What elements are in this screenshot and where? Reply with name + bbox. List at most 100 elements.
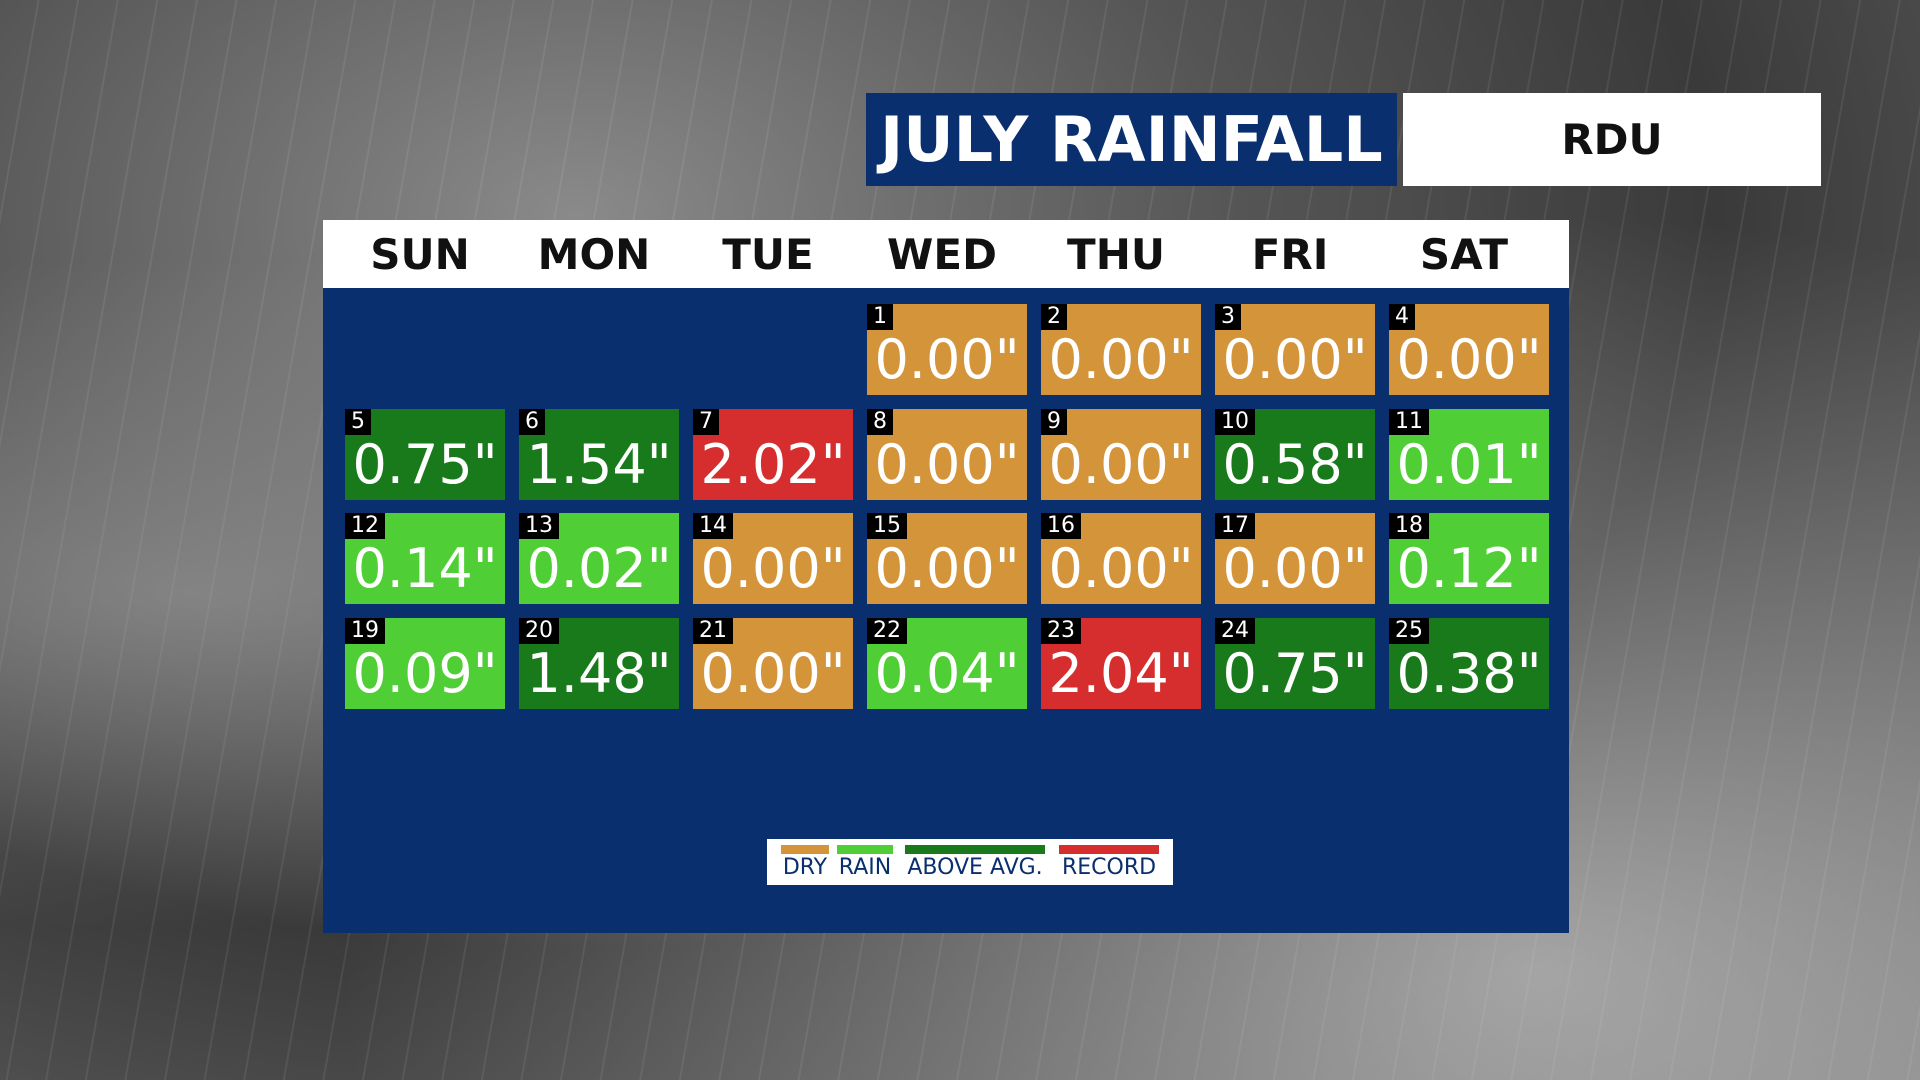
legend-label: RAIN: [838, 855, 892, 880]
rainfall-value: 0.00": [1048, 432, 1194, 496]
day-number: 15: [867, 513, 907, 540]
rainfall-value: 0.00": [1048, 328, 1194, 391]
day-cell: 2 0.00": [1041, 304, 1201, 395]
rainfall-value: 1.48": [526, 642, 672, 706]
legend-label: RECORD: [1061, 855, 1157, 880]
legend-swatch: [905, 845, 1045, 854]
day-number: 19: [345, 618, 385, 645]
day-cell: 13 0.02": [519, 513, 679, 605]
weekday: MON: [537, 229, 651, 279]
day-number: 9: [1041, 408, 1067, 435]
day-cell: 10 0.58": [1215, 408, 1375, 500]
day-number: 23: [1041, 618, 1081, 645]
rainfall-value: 0.00": [1396, 328, 1542, 391]
day-cell: 18 0.12": [1389, 513, 1549, 605]
day-cell: 8 0.00": [867, 408, 1027, 500]
legend-swatch: [1059, 845, 1159, 854]
day-cell: 19 0.09": [345, 618, 505, 710]
legend-label: ABOVE AVG.: [907, 855, 1043, 880]
day-cell: 20 1.48": [519, 618, 679, 710]
rainfall-value: 2.04": [1048, 642, 1194, 706]
day-number: 21: [693, 618, 733, 645]
day-number: 5: [345, 408, 371, 435]
legend-swatch: [837, 845, 893, 854]
day-number: 12: [345, 513, 385, 540]
day-number: 4: [1389, 304, 1415, 330]
day-number: 22: [867, 618, 907, 645]
legend-item: DRY: [781, 839, 829, 885]
day-cell: 1 0.00": [867, 304, 1027, 395]
rainfall-value: 0.00": [1222, 537, 1368, 601]
legend-item: RECORD: [1059, 839, 1159, 885]
day-cell: 16 0.00": [1041, 513, 1201, 605]
day-number: 24: [1215, 618, 1255, 645]
weekday: THU: [1067, 229, 1165, 279]
rainfall-value: 0.04": [874, 642, 1020, 706]
day-number: 14: [693, 513, 733, 540]
day-cell: 11 0.01": [1389, 408, 1549, 500]
day-cell: 5 0.75": [345, 408, 505, 500]
rainfall-value: 0.00": [874, 328, 1020, 391]
rainfall-value: 0.02": [526, 537, 672, 601]
legend-item: RAIN: [837, 839, 893, 885]
day-number: 11: [1389, 408, 1429, 435]
rainfall-value: 0.00": [700, 537, 846, 601]
rainfall-value: 1.54": [526, 432, 672, 496]
day-number: 13: [519, 513, 559, 540]
day-cell: 3 0.00": [1215, 304, 1375, 395]
rainfall-value: 0.58": [1222, 432, 1368, 496]
rainfall-value: 0.12": [1396, 537, 1542, 601]
rainfall-value: 0.00": [874, 432, 1020, 496]
rainfall-value: 0.00": [874, 537, 1020, 601]
rainfall-value: 2.02": [700, 432, 846, 496]
day-number: 1: [867, 304, 893, 330]
day-number: 3: [1215, 304, 1241, 330]
rainfall-value: 0.75": [1222, 642, 1368, 706]
legend: DRY RAIN ABOVE AVG. RECORD: [767, 839, 1173, 885]
day-number: 10: [1215, 408, 1255, 435]
day-cell: 9 0.00": [1041, 408, 1201, 500]
weekday: SUN: [370, 229, 470, 279]
day-cell: 15 0.00": [867, 513, 1027, 605]
day-cell: 4 0.00": [1389, 304, 1549, 395]
day-cell: 23 2.04": [1041, 618, 1201, 710]
rainfall-value: 0.38": [1396, 642, 1542, 706]
rainfall-value: 0.00": [1222, 328, 1368, 391]
day-cell: 14 0.00": [693, 513, 853, 605]
weekday: WED: [887, 229, 997, 279]
day-number: 8: [867, 408, 893, 435]
rainfall-value: 0.00": [1048, 537, 1194, 601]
day-number: 6: [519, 408, 545, 435]
day-cell: 6 1.54": [519, 408, 679, 500]
weekday: TUE: [722, 229, 814, 279]
legend-label: DRY: [782, 855, 828, 880]
day-number: 25: [1389, 618, 1429, 645]
calendar: SUN MON TUE WED THU FRI SAT DRY RAIN ABOVE AVG. R…: [323, 220, 1569, 933]
rainfall-value: 0.01": [1396, 432, 1542, 496]
day-number: 18: [1389, 513, 1429, 540]
legend-swatch: [781, 845, 829, 854]
legend-item: ABOVE AVG.: [905, 839, 1045, 885]
rainfall-value: 0.14": [352, 537, 498, 601]
location: RDU: [1403, 93, 1821, 186]
day-cell: 17 0.00": [1215, 513, 1375, 605]
weekday: SAT: [1419, 229, 1509, 279]
day-number: 7: [693, 408, 719, 435]
day-cell: 21 0.00": [693, 618, 853, 710]
title: JULY RAINFALL: [866, 93, 1397, 186]
rainfall-value: 0.75": [352, 432, 498, 496]
day-cell: 25 0.38": [1389, 618, 1549, 710]
weekday: FRI: [1251, 229, 1329, 279]
day-cell: 22 0.04": [867, 618, 1027, 710]
day-number: 16: [1041, 513, 1081, 540]
rainfall-value: 0.00": [700, 642, 846, 706]
weekday-header: SUN MON TUE WED THU FRI SAT: [323, 220, 1569, 288]
day-number: 20: [519, 618, 559, 645]
rainfall-value: 0.09": [352, 642, 498, 706]
day-number: 17: [1215, 513, 1255, 540]
day-cell: 7 2.02": [693, 408, 853, 500]
day-number: 2: [1041, 304, 1067, 330]
day-cell: 24 0.75": [1215, 618, 1375, 710]
day-cell: 12 0.14": [345, 513, 505, 605]
